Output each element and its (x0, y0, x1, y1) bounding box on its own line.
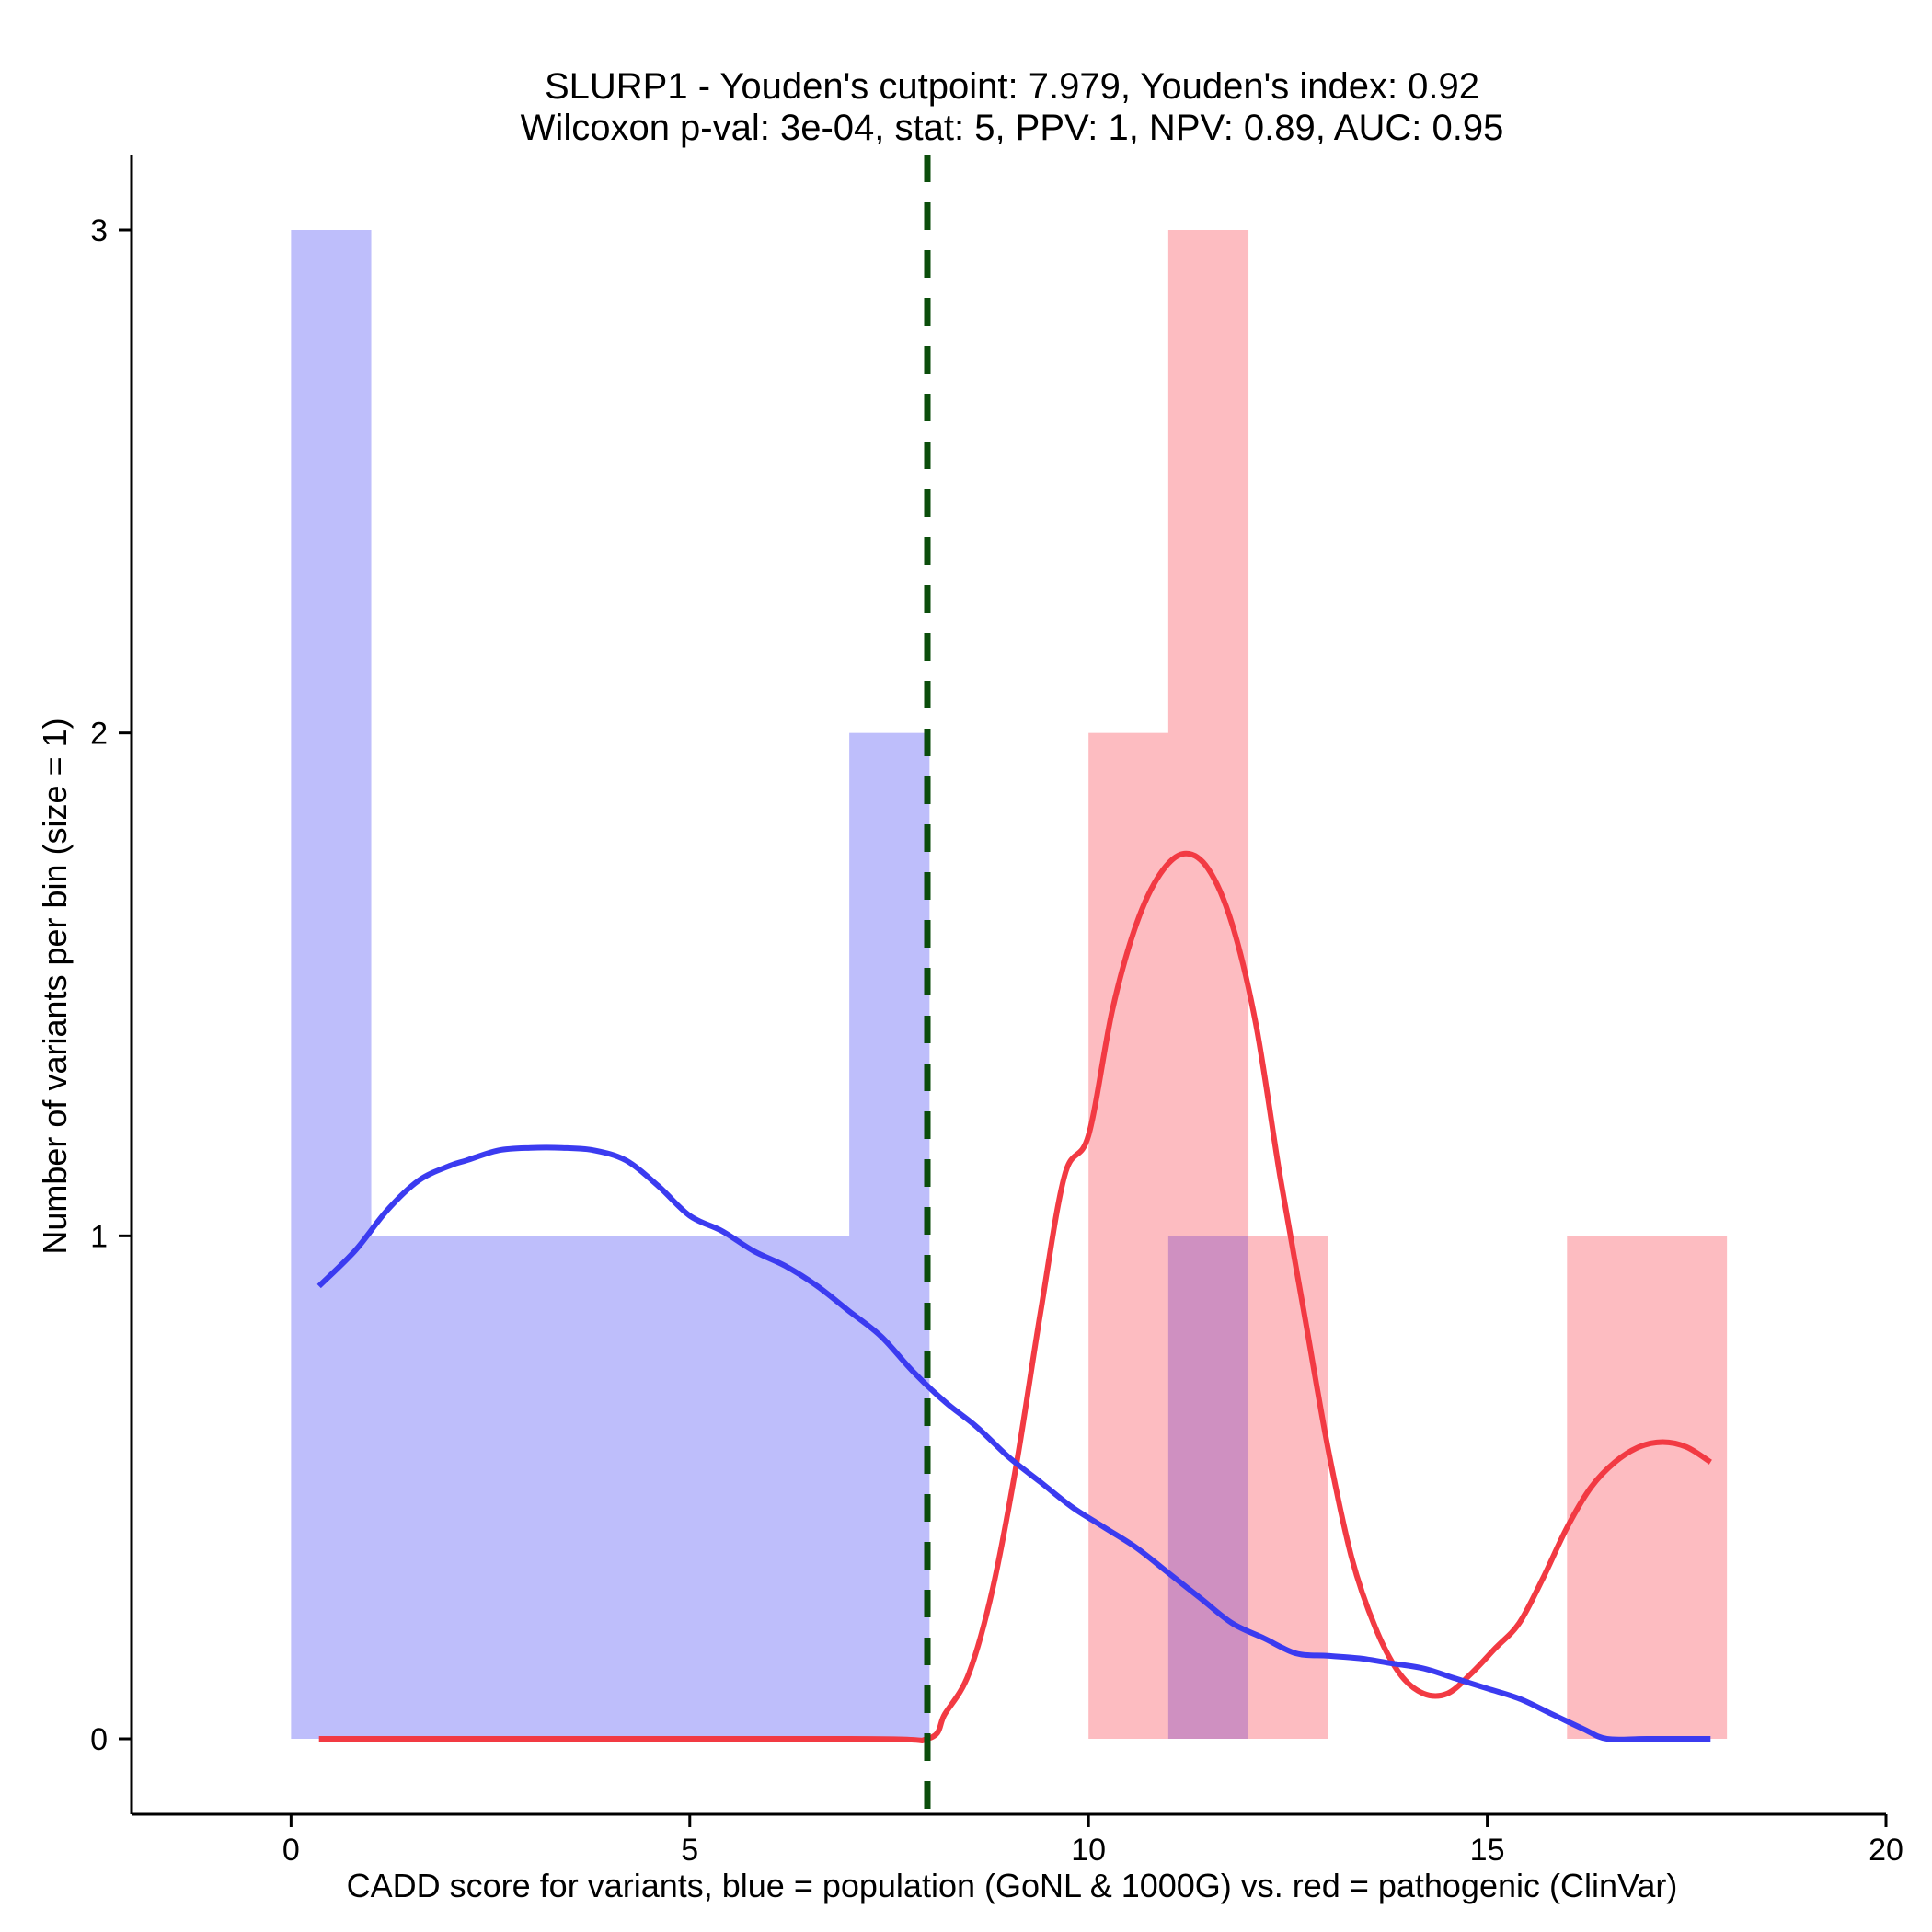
y-tick-label-2: 2 (90, 717, 108, 752)
pathogenic-density-curve (318, 850, 1712, 1744)
x-tick-label-15: 15 (1470, 1833, 1505, 1868)
population-bar-6 (769, 1236, 850, 1739)
x-tick-label-10: 10 (1071, 1833, 1106, 1868)
overlap-bar-8 (1167, 1236, 1248, 1739)
population-bar-5 (689, 1236, 770, 1739)
y-tick-label-0: 0 (90, 1722, 108, 1757)
x-tick-label-5: 5 (681, 1833, 698, 1868)
population-density-curve (316, 1144, 1711, 1742)
x-tick-label-20: 20 (1869, 1833, 1903, 1868)
x-tick-label-0: 0 (282, 1833, 300, 1868)
chart-title-line2: Wilcoxon p-val: 3e-04, stat: 5, PPV: 1, … (521, 108, 1504, 148)
pathogenic-bar-3 (1567, 1236, 1648, 1739)
y-tick-label-1: 1 (90, 1219, 108, 1254)
y-tick-label-3: 3 (90, 213, 108, 248)
population-bar-1 (371, 1236, 452, 1739)
x-axis-label: CADD score for variants, blue = populati… (347, 1867, 1678, 1904)
pathogenic-bar-4 (1646, 1236, 1728, 1739)
pathogenic-bar-2 (1248, 1236, 1328, 1739)
pathogenic-bar-0 (1088, 732, 1169, 1739)
density-curves (316, 850, 1712, 1744)
population-bar-0 (291, 230, 372, 1739)
axes: 0 5 10 15 20 0 1 2 3 (90, 155, 1903, 1868)
population-bar-2 (450, 1236, 531, 1739)
population-bar-3 (530, 1236, 611, 1739)
population-bar-7 (849, 732, 930, 1739)
y-axis-label: Number of variants per bin (size = 1) (36, 718, 74, 1254)
population-bar-4 (610, 1236, 691, 1739)
chart-title-line1: SLURP1 - Youden's cutpoint: 7.979, Youde… (545, 66, 1479, 107)
